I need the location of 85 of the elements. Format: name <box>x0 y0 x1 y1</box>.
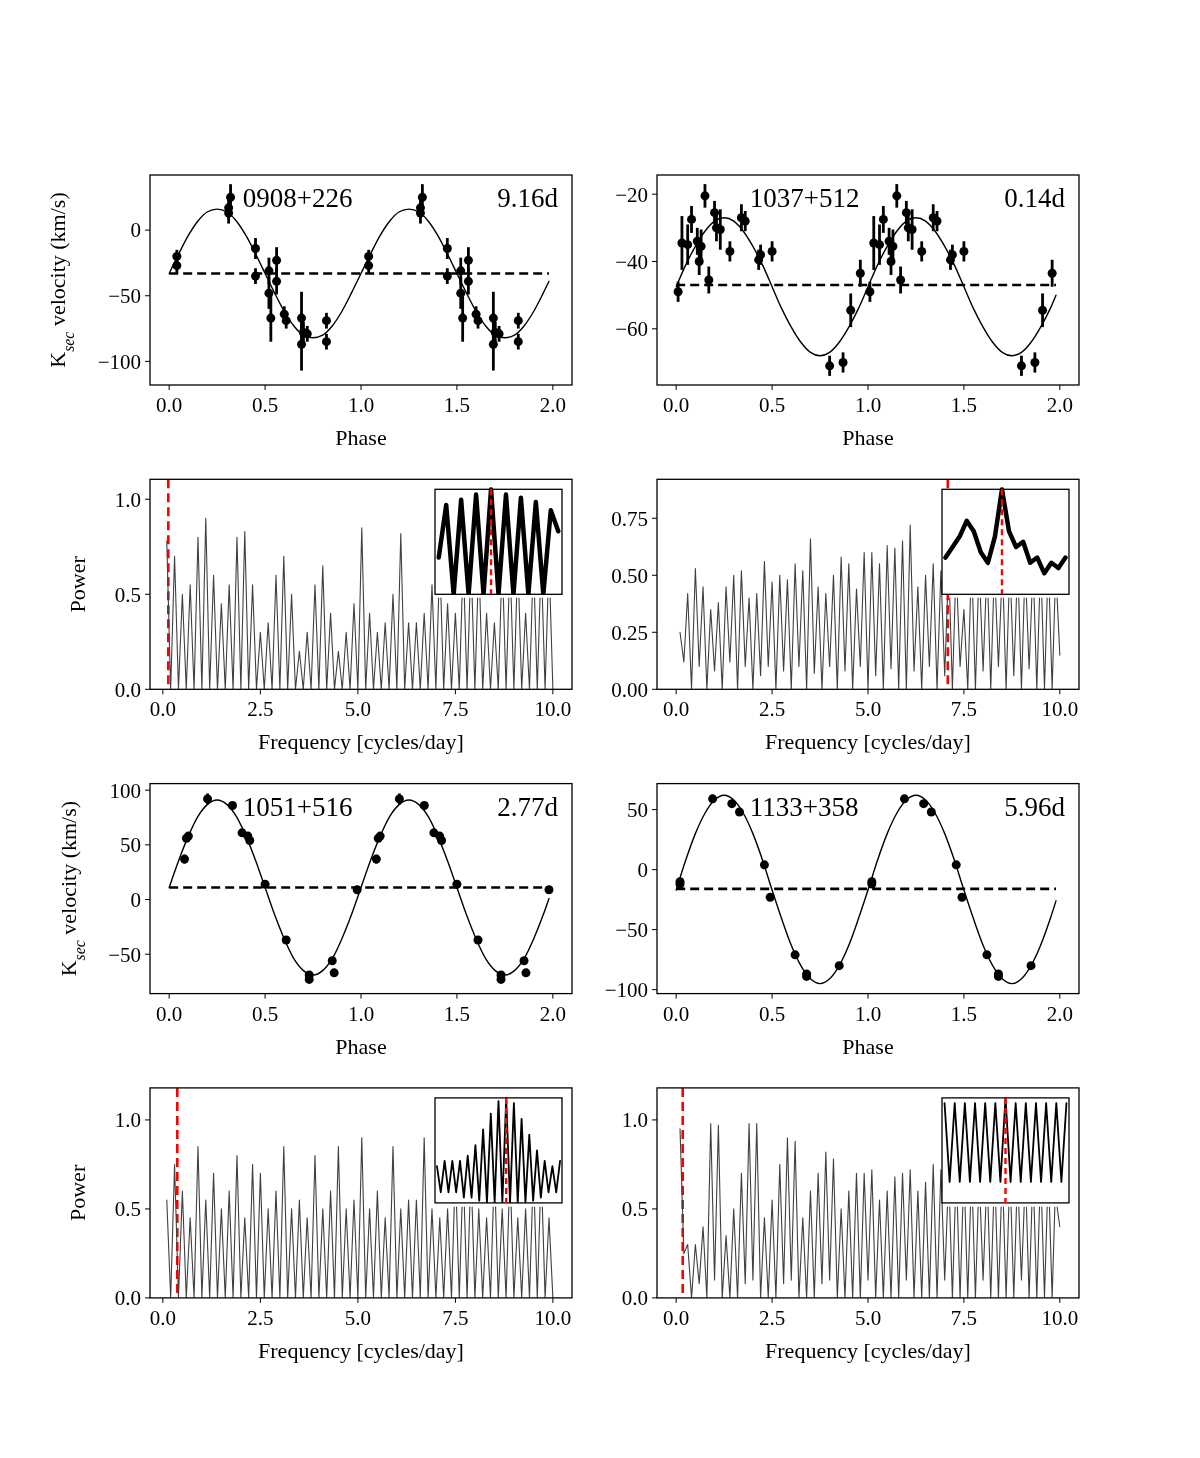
x-tick-label: 1.0 <box>854 393 882 417</box>
x-tick-label: 2.5 <box>247 697 274 722</box>
annotation: 0.14d <box>1004 183 1066 213</box>
x-axis-title: Phase <box>842 1033 894 1059</box>
x-tick-label: 0.0 <box>156 1001 183 1026</box>
y-tick-label: 0 <box>637 857 648 882</box>
annotation: 5.96d <box>1004 791 1066 822</box>
x-tick-label: 0.5 <box>251 393 279 417</box>
y-tick-label: −40 <box>615 249 648 274</box>
x-tick-label: 0.0 <box>663 1305 690 1330</box>
y-tick-label: 0.0 <box>114 1286 141 1311</box>
y-tick-label: −50 <box>615 917 648 942</box>
x-axis-title: Phase <box>335 425 387 450</box>
y-tick-label: 0.75 <box>611 506 648 531</box>
x-tick-label: 10.0 <box>1041 1305 1079 1330</box>
x-axis-title: Frequency [cycles/day] <box>765 1337 971 1363</box>
x-tick-label: 0.0 <box>663 1001 690 1026</box>
y-axis-title: Power <box>64 1164 90 1222</box>
y-tick-label: −20 <box>615 182 648 207</box>
y-tick-label: −100 <box>604 977 648 1002</box>
annotation: 9.16d <box>497 183 559 213</box>
x-tick-label: 0.0 <box>663 697 690 722</box>
x-tick-label: 0.0 <box>156 393 183 417</box>
y-tick-label: −60 <box>615 317 648 342</box>
y-tick-label: 0.5 <box>114 1197 141 1222</box>
x-tick-label: 5.0 <box>854 1305 882 1330</box>
x-tick-label: 7.5 <box>442 697 469 722</box>
x-tick-label: 1.5 <box>443 393 471 417</box>
x-tick-label: 2.5 <box>247 1305 274 1330</box>
y-tick-label: −100 <box>97 349 141 374</box>
x-tick-label: 2.0 <box>1046 1001 1073 1026</box>
x-tick-label: 0.0 <box>149 1305 176 1330</box>
x-tick-label: 1.0 <box>854 1001 882 1026</box>
x-tick-label: 7.5 <box>442 1305 469 1330</box>
x-tick-label: 0.5 <box>758 1001 786 1026</box>
x-tick-label: 5.0 <box>854 697 882 722</box>
x-tick-label: 1.0 <box>347 1001 375 1026</box>
y-tick-label: 0.00 <box>611 677 648 702</box>
y-tick-label: 1.0 <box>114 1108 141 1133</box>
x-axis-title: Phase <box>335 1033 387 1059</box>
y-tick-label: 50 <box>627 797 648 822</box>
y-tick-label: 0.25 <box>611 620 648 645</box>
x-tick-label: 7.5 <box>950 1305 978 1330</box>
x-tick-label: 2.0 <box>539 393 566 417</box>
x-tick-label: 5.0 <box>344 1305 371 1330</box>
x-axis-title: Frequency [cycles/day] <box>258 729 464 755</box>
annotation: 1037+512 <box>749 183 860 213</box>
y-tick-label: 0.50 <box>611 563 648 588</box>
y-tick-label: −50 <box>108 942 141 967</box>
y-tick-label: 0 <box>130 218 141 243</box>
x-tick-label: 10.0 <box>534 1305 572 1330</box>
x-tick-label: 0.5 <box>251 1001 279 1026</box>
y-tick-label: 0.5 <box>114 582 141 607</box>
x-tick-label: 0.5 <box>758 393 786 417</box>
x-tick-label: 7.5 <box>950 697 978 722</box>
x-tick-label: 5.0 <box>344 697 371 722</box>
y-tick-label: 1.0 <box>621 1108 648 1133</box>
x-tick-label: 1.5 <box>950 393 978 417</box>
y-tick-label: 0 <box>130 887 141 912</box>
x-tick-label: 0.0 <box>663 393 690 417</box>
x-tick-label: 2.5 <box>758 697 786 722</box>
x-tick-label: 2.5 <box>758 1305 786 1330</box>
y-tick-label: 0.0 <box>621 1286 648 1311</box>
y-tick-label: 100 <box>109 778 141 803</box>
x-tick-label: 0.0 <box>149 697 176 722</box>
y-tick-label: −50 <box>108 284 141 309</box>
annotation: 1051+516 <box>242 791 353 822</box>
x-tick-label: 10.0 <box>1041 697 1079 722</box>
y-tick-label: 0.0 <box>114 677 141 702</box>
x-tick-label: 2.0 <box>1046 393 1073 417</box>
y-tick-label: 50 <box>120 833 141 858</box>
x-tick-label: 1.5 <box>443 1001 471 1026</box>
y-tick-label: 1.0 <box>114 487 141 512</box>
annotation: 1133+358 <box>749 791 859 822</box>
y-tick-label: 0.5 <box>621 1197 648 1222</box>
x-tick-label: 1.0 <box>347 393 375 417</box>
y-axis-title: Power <box>64 555 90 613</box>
annotation: 2.77d <box>497 791 559 822</box>
x-tick-label: 10.0 <box>534 697 572 722</box>
annotation: 0908+226 <box>242 183 353 213</box>
x-axis-title: Phase <box>842 425 894 450</box>
x-axis-title: Frequency [cycles/day] <box>765 729 971 755</box>
x-tick-label: 2.0 <box>539 1001 566 1026</box>
x-axis-title: Frequency [cycles/day] <box>258 1337 464 1363</box>
x-tick-label: 1.5 <box>950 1001 978 1026</box>
